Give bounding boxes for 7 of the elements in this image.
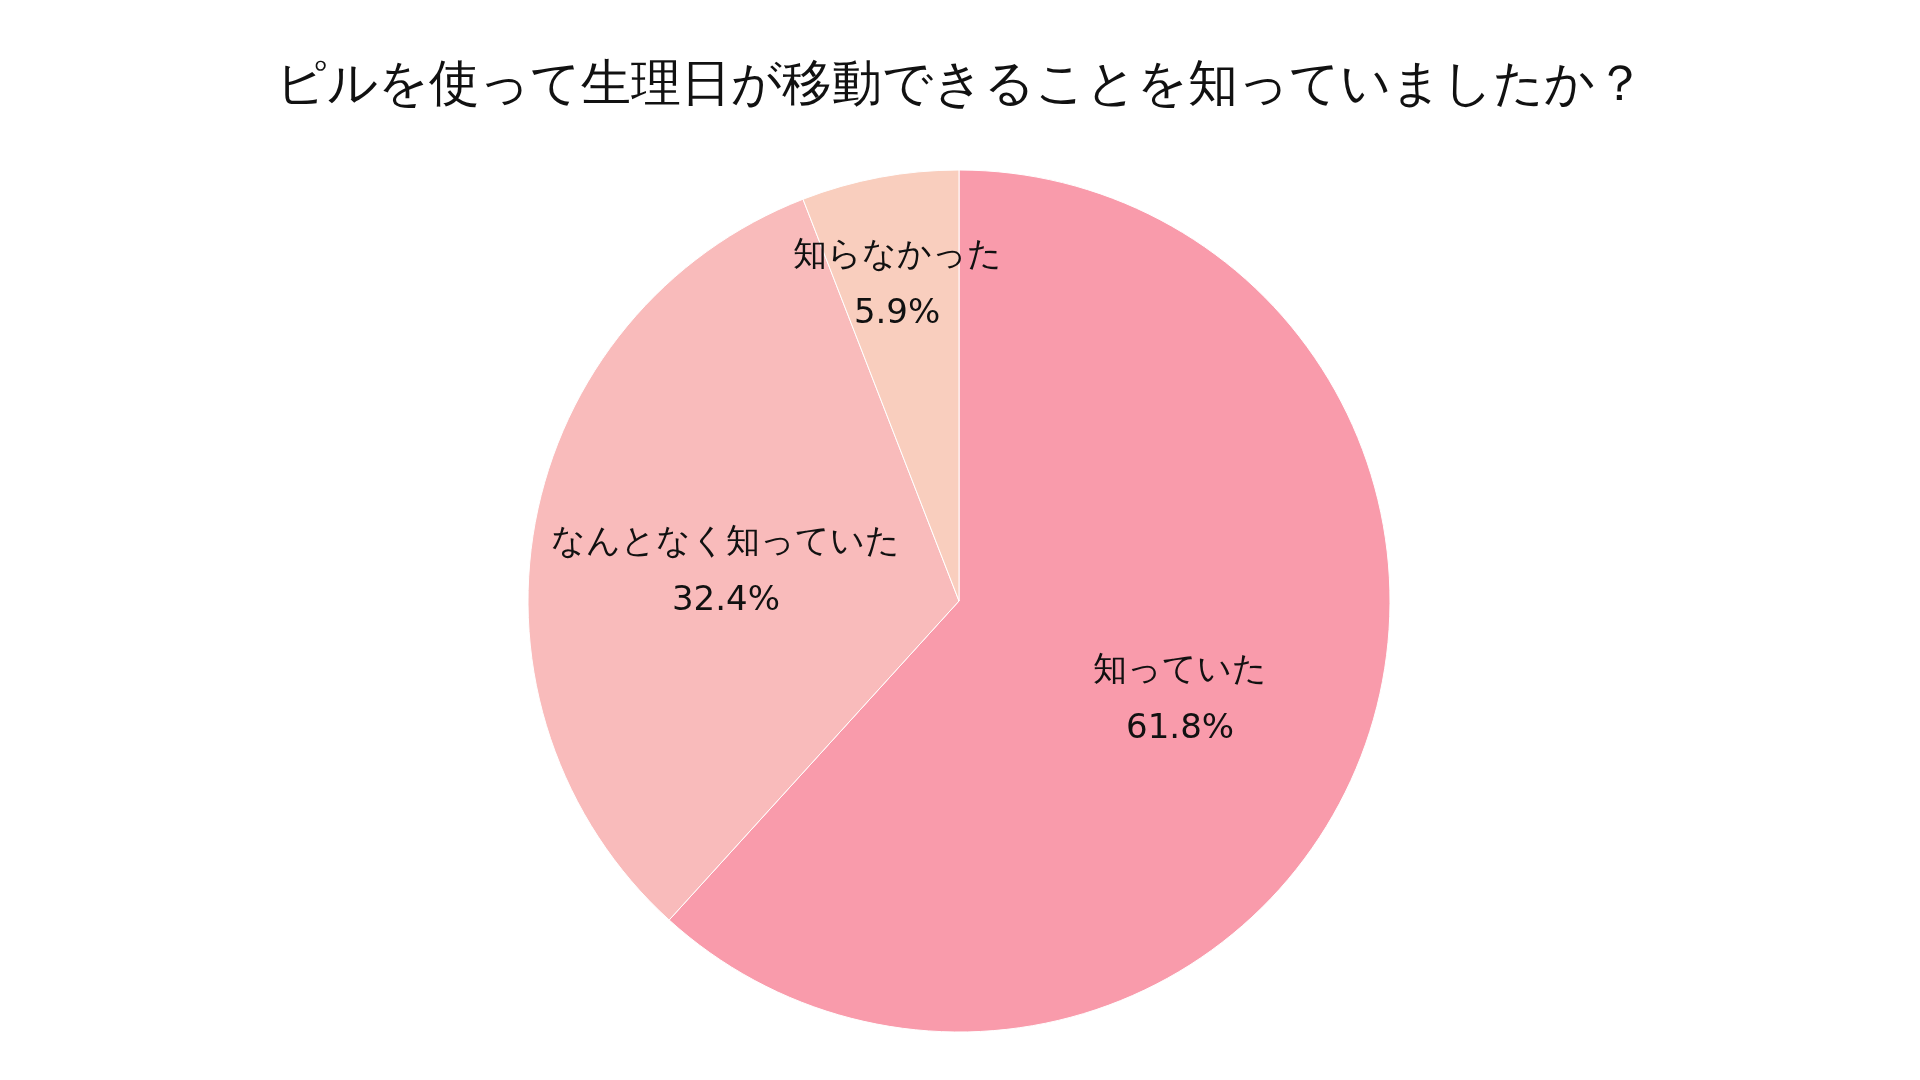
slice-label: 知っていた (1093, 648, 1268, 689)
slice-label: なんとなく知っていた (551, 519, 901, 560)
slice-label: 知らなかった (792, 232, 1002, 273)
data-label: 5.9% (853, 290, 941, 331)
data-label: 61.8% (1126, 706, 1235, 747)
data-label: 32.4% (671, 577, 780, 618)
chart-title: ピルを使って生理日が移動できることを知っていましたか？ (275, 54, 1645, 112)
